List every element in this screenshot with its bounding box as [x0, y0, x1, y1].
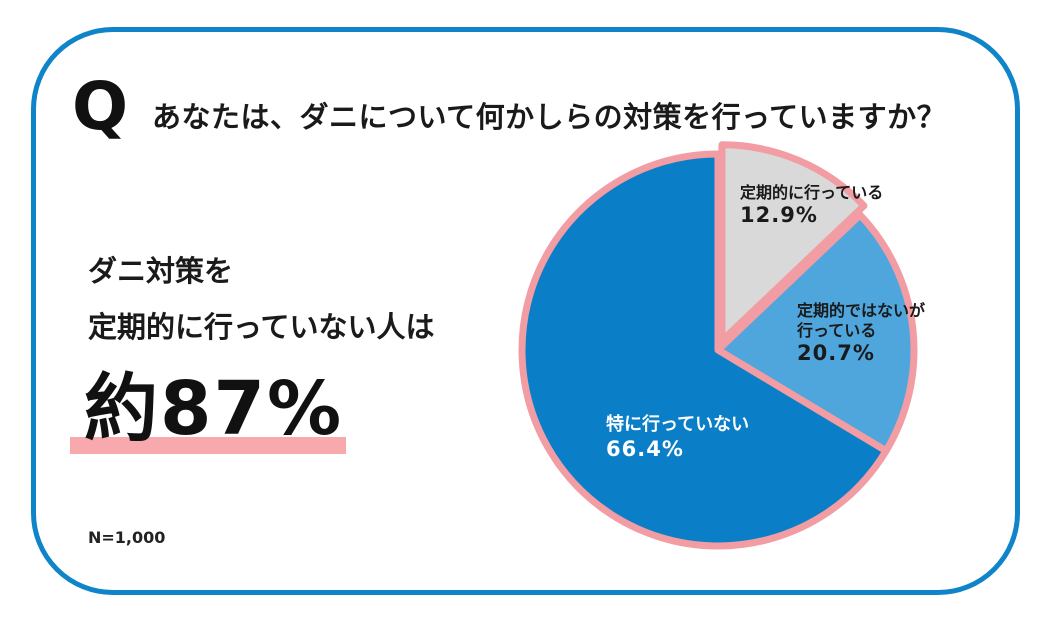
question-text: あなたは、ダニについて何かしらの対策を行っていますか？ — [152, 100, 947, 134]
slice-category-label: 特に行っていない — [606, 413, 749, 435]
headline-percentage: 約87% — [84, 366, 344, 452]
headline-line2: 定期的に行っていない人は — [88, 310, 435, 344]
slice-value-label: 12.9% — [740, 203, 818, 227]
highlight-underline — [70, 437, 346, 454]
slice-category-label: 定期的に行っている — [739, 183, 883, 202]
pie-slice-outline — [518, 150, 890, 550]
pie-slice-outline — [714, 211, 918, 455]
slice-category-label: 行っている — [796, 321, 876, 340]
slice-value-label: 66.4% — [606, 437, 684, 461]
headline-line1: ダニ対策を — [88, 254, 234, 288]
pie-slice-outline — [718, 141, 868, 345]
question-mark: Q — [72, 68, 129, 145]
sample-size: N=1,000 — [88, 528, 166, 547]
slice-category-label: 定期的ではないが — [796, 301, 925, 320]
slice-value-label: 20.7% — [797, 341, 875, 365]
